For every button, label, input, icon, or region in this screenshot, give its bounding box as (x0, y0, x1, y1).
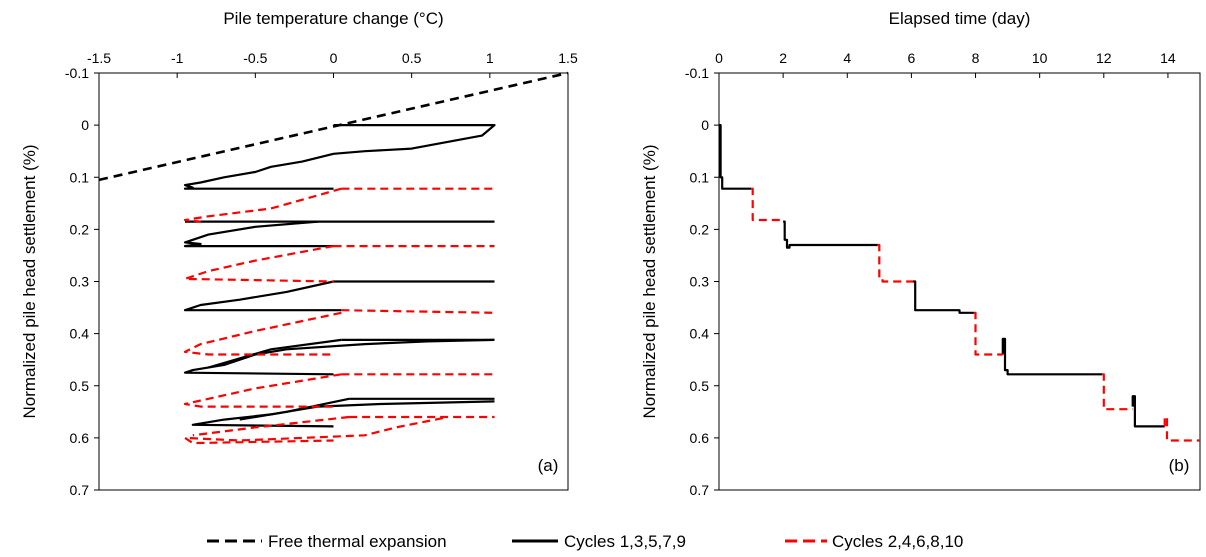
panel-a-series-free-thermal-expansion-line (98, 71, 569, 182)
panel-b-y-axis-title: Normalized pile head settlement (%) (640, 144, 659, 418)
panel-b-x-tick-label: 8 (972, 50, 980, 66)
panel-b-x-tick-label: 2 (779, 50, 787, 66)
panel-a-y-tick-label: 0.5 (70, 378, 90, 394)
panel-b-x-tick-label: 14 (1160, 50, 1176, 66)
panel-b-series-cycles-2-4-6-8-10-line (1102, 373, 1133, 411)
panel-a-series-cycles-1-3-5-7-9-line (183, 220, 334, 248)
panel-b-series-cycles-1-3-5-7-9-line (783, 220, 878, 249)
panel-a-y-tick-label: 0.2 (70, 221, 90, 237)
panel-a-x-tick-label: 1.5 (558, 50, 578, 66)
panel-a-series-cycles-1-3-5-7-9-line (208, 338, 342, 369)
panel-b-series-cycles-2-4-6-8-10-line (1163, 415, 1200, 442)
legend-label-2: Cycles 1,3,5,7,9 (564, 532, 686, 551)
panel-a-y-tick-label: 0.1 (70, 169, 90, 185)
panel-a-y-tick-label: 0.6 (70, 430, 90, 446)
legend-label-3: Cycles 2,4,6,8,10 (832, 532, 963, 551)
panel-a-y-tick-label: 0.7 (70, 482, 90, 498)
panel-a-series-cycles-2-4-6-8-10-line (183, 373, 342, 408)
panel-b-y-tick-label: 0.1 (690, 169, 710, 185)
panel-a-series-cycles-2-4-6-8-10-line (183, 245, 334, 283)
legend-label-1: Free thermal expansion (268, 532, 447, 551)
panel-b-x-tick-label: 4 (843, 50, 851, 66)
panel-b-series-cycles-2-4-6-8-10-line (973, 311, 1003, 356)
panel-a-x-tick-label: 1 (486, 50, 494, 66)
panel-a-series-cycles-2-4-6-8-10-line (192, 415, 350, 437)
legend: Free thermal expansion Cycles 1,3,5,7,9 Cy… (207, 532, 963, 551)
panel-a-series-cycles-1-3-5-7-9-line (183, 338, 495, 376)
panel-a-x-tick-label: 0 (330, 50, 338, 66)
panel-a-y-tick-label: 0 (81, 117, 89, 133)
panel-a-y-tick-label: 0.3 (70, 274, 90, 290)
panel-a-series-cycles-1-3-5-7-9-line (183, 123, 496, 190)
panel-b-x-tick-label: 0 (715, 50, 723, 66)
panel-a-y-axis-title: Normalized pile head settlement (%) (20, 144, 39, 418)
panel-a-series-cycles-2-4-6-8-10-line (183, 417, 444, 445)
panel-a-y-tick-label: -0.1 (65, 65, 89, 81)
panel-b-y-tick-label: 0.7 (690, 482, 710, 498)
panel-a-panel-label: (a) (538, 456, 559, 475)
panel-b-y-tick-label: 0.5 (690, 378, 710, 394)
panel-a-x-axis-title: Pile temperature change (°C) (223, 9, 443, 28)
panel-a-chart: -1.5 -1 -0.5 0 0.5 1 1.5 -0.1 0 0.1 0.2 0.3 0.4 0.5 0.… (20, 9, 578, 498)
panel-b-x-tick-label: 12 (1096, 50, 1112, 66)
panel-b-y-tick-label: 0.2 (690, 221, 710, 237)
panel-b-y-tick-label: -0.1 (685, 65, 709, 81)
panel-b-x-tick-label: 10 (1032, 50, 1048, 66)
panel-b-panel-label: (b) (1169, 456, 1190, 475)
panel-a-y-tick-label: 0.4 (70, 326, 90, 342)
panel-a-series-cycles-2-4-6-8-10-line (341, 309, 495, 314)
panel-b-x-axis-title: Elapsed time (day) (889, 9, 1031, 28)
panel-b-series-cycles-1-3-5-7-9-line (1131, 395, 1165, 428)
panel-b-x-tick-label: 6 (908, 50, 916, 66)
panel-a-x-tick-label: -1.5 (87, 50, 111, 66)
panel-a-series-cycles-1-3-5-7-9-line (183, 280, 342, 312)
panel-a-series-cycles-2-4-6-8-10-line (183, 187, 342, 223)
panel-b-series-cycles-1-3-5-7-9-line (1001, 337, 1103, 376)
panel-b-y-tick-label: 0.6 (690, 430, 710, 446)
panel-b-series-cycles-1-3-5-7-9-line (913, 280, 974, 314)
panel-b-series-cycles-1-3-5-7-9-line (719, 123, 752, 190)
panel-a-series-cycles-1-3-5-7-9-line (191, 400, 495, 428)
panel-a-series-cycles-2-4-6-8-10-line (183, 311, 342, 356)
panel-b-y-tick-label: 0.4 (690, 326, 710, 342)
panel-b-series-cycles-2-4-6-8-10-line (751, 187, 784, 222)
panel-b-y-tick-label: 0 (701, 117, 709, 133)
panel-b-y-tick-label: 0.3 (690, 274, 710, 290)
panel-a-x-tick-label: -0.5 (243, 50, 267, 66)
panel-a-series-cycles-1-3-5-7-9-line (239, 397, 350, 421)
panel-a-x-tick-label: -1 (171, 50, 184, 66)
panel-a-x-tick-label: 0.5 (402, 50, 422, 66)
panel-b-plot-frame (718, 72, 1201, 491)
panel-b-chart: 0 2 4 6 8 10 12 14 -0.1 0 0.1 0.2 0.3 0.4 0.5 0.6 0.7 Ela… (640, 9, 1201, 498)
panel-b-series-cycles-2-4-6-8-10-line (877, 243, 913, 283)
